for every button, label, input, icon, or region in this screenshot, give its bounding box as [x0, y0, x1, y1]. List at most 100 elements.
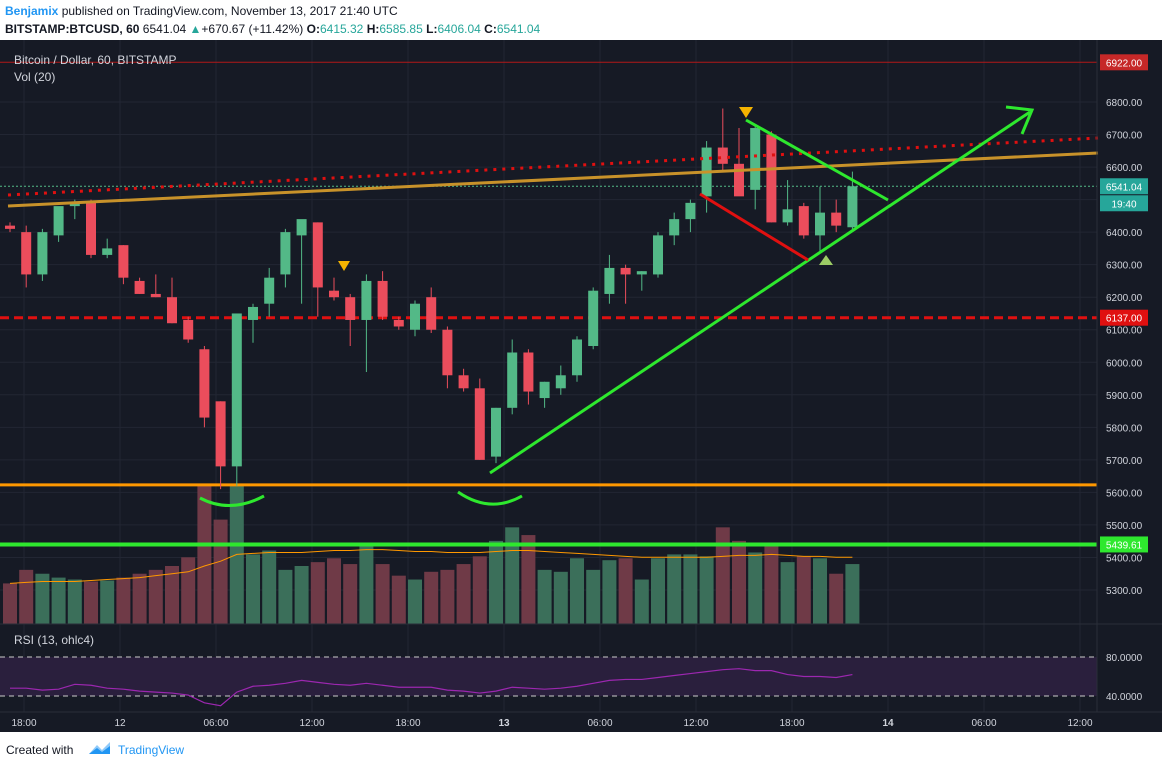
- volume-bar: [505, 527, 520, 624]
- candle: [296, 219, 307, 304]
- candle-body: [442, 329, 453, 376]
- candle: [653, 232, 663, 278]
- volume-bar: [780, 562, 795, 624]
- candle-body: [410, 303, 420, 330]
- top-red-tag-text: 6922.00: [1106, 58, 1143, 69]
- publish-line: Benjamix published on TradingView.com, N…: [5, 4, 398, 18]
- candle: [167, 277, 177, 324]
- volume-bar: [667, 554, 682, 624]
- green-arrowhead: [1005, 105, 1035, 135]
- green-uptrend-line: [489, 110, 1031, 475]
- volume-layer: [3, 483, 860, 624]
- candle: [199, 346, 210, 428]
- candle: [669, 212, 680, 246]
- right-shoulder-curve: [457, 490, 523, 506]
- left-shoulder-curve: [199, 494, 265, 508]
- chart-title: Bitcoin / Dollar, 60, BITSTAMP: [14, 53, 177, 67]
- volume-bar: [715, 527, 730, 624]
- red-dashed-tag-box: [1100, 309, 1148, 326]
- candle-body: [523, 352, 534, 392]
- volume-bar: [165, 566, 179, 624]
- candle: [539, 381, 550, 408]
- price-tick-label: 6300.00: [1106, 261, 1143, 272]
- candle: [782, 180, 793, 226]
- candle: [620, 264, 631, 304]
- red-dashed-tag-text: 6137.00: [1106, 314, 1143, 325]
- candle: [636, 271, 647, 291]
- volume-bar: [651, 558, 665, 624]
- volume-bar: [84, 581, 98, 624]
- level-layer: [0, 61, 1097, 547]
- candle-body: [118, 245, 129, 278]
- author-link[interactable]: Benjamix: [5, 4, 59, 18]
- ohlc-line: BITSTAMP:BTCUSD, 60 6541.04 ▲+670.67 (+1…: [5, 22, 540, 36]
- volume-bar: [3, 583, 17, 624]
- candle: [717, 108, 728, 171]
- volume-bar: [359, 542, 374, 624]
- last-price-tag-text: 6541.04: [1106, 182, 1143, 193]
- candle: [183, 316, 194, 343]
- candle: [458, 368, 469, 392]
- open-value: 6415.32: [319, 22, 364, 36]
- chart-area[interactable]: 6800.006700.006600.006500.006400.006300.…: [0, 40, 1162, 732]
- low-label: L:: [426, 22, 438, 36]
- candle: [102, 238, 113, 259]
- candle-body: [312, 222, 323, 288]
- green-support-tag: 5439.61: [1100, 536, 1148, 553]
- volume-bar: [456, 564, 471, 624]
- candle-body: [345, 297, 356, 320]
- last-price-tag-box: [1100, 178, 1148, 195]
- candle: [377, 271, 388, 320]
- price-tags: 6922.00 6541.04 19:40 6137.00 5439.61: [1100, 54, 1148, 553]
- time-tick-label: 06:00: [203, 718, 228, 729]
- gold-trendline: [7, 151, 1099, 208]
- candle-body: [555, 375, 566, 389]
- price-tick-label: 6100.00: [1106, 326, 1143, 337]
- volume-bar: [51, 577, 66, 624]
- volume-bar: [845, 564, 860, 624]
- volume-bar: [408, 579, 422, 624]
- symbol-label[interactable]: BITSTAMP:BTCUSD, 60: [5, 22, 140, 36]
- candle-body: [507, 352, 518, 408]
- candle-body: [167, 297, 177, 324]
- volume-bar: [440, 569, 455, 624]
- volume-bar: [100, 580, 115, 624]
- price-tick-label: 6700.00: [1106, 131, 1143, 142]
- price-change: +670.67 (+11.42%): [201, 22, 304, 36]
- candle-body: [264, 277, 275, 304]
- volume-bar: [181, 557, 196, 624]
- rsi-label: RSI (13, ohlc4): [14, 633, 94, 647]
- candle-body: [620, 267, 631, 275]
- candle-body: [734, 163, 744, 197]
- candle: [507, 339, 518, 415]
- volume-bar: [262, 550, 277, 624]
- candle-layer: [5, 108, 858, 490]
- volume-bar: [116, 577, 131, 624]
- candle: [280, 228, 291, 288]
- high-label: H:: [366, 22, 380, 36]
- last-price: 6541.04: [142, 22, 187, 36]
- green-support-tag-text: 5439.61: [1106, 540, 1143, 551]
- tradingview-brand[interactable]: TradingView: [118, 743, 185, 757]
- top-red-tag: 6922.00: [1100, 54, 1148, 71]
- candle-body: [847, 186, 858, 228]
- candle: [798, 202, 809, 239]
- candle-body: [296, 219, 307, 236]
- chart-header: Benjamix published on TradingView.com, N…: [0, 0, 1162, 40]
- candle: [766, 131, 777, 223]
- published-text: published on TradingView.com, November 1…: [58, 4, 398, 18]
- time-tick-label: 12: [114, 718, 126, 729]
- volume-bar: [197, 483, 212, 624]
- candle-body: [53, 206, 64, 236]
- tradingview-logo-icon[interactable]: [88, 740, 112, 756]
- candle-body: [199, 349, 210, 418]
- high-value: 6585.85: [379, 22, 423, 36]
- volume-bar: [796, 556, 811, 624]
- time-tick-label: 12:00: [683, 718, 708, 729]
- candle: [491, 407, 501, 464]
- volume-bar: [732, 540, 746, 624]
- volume-bar: [132, 573, 147, 624]
- candle: [37, 228, 48, 281]
- candle: [588, 287, 599, 350]
- time-tick-label: 12:00: [1067, 718, 1092, 729]
